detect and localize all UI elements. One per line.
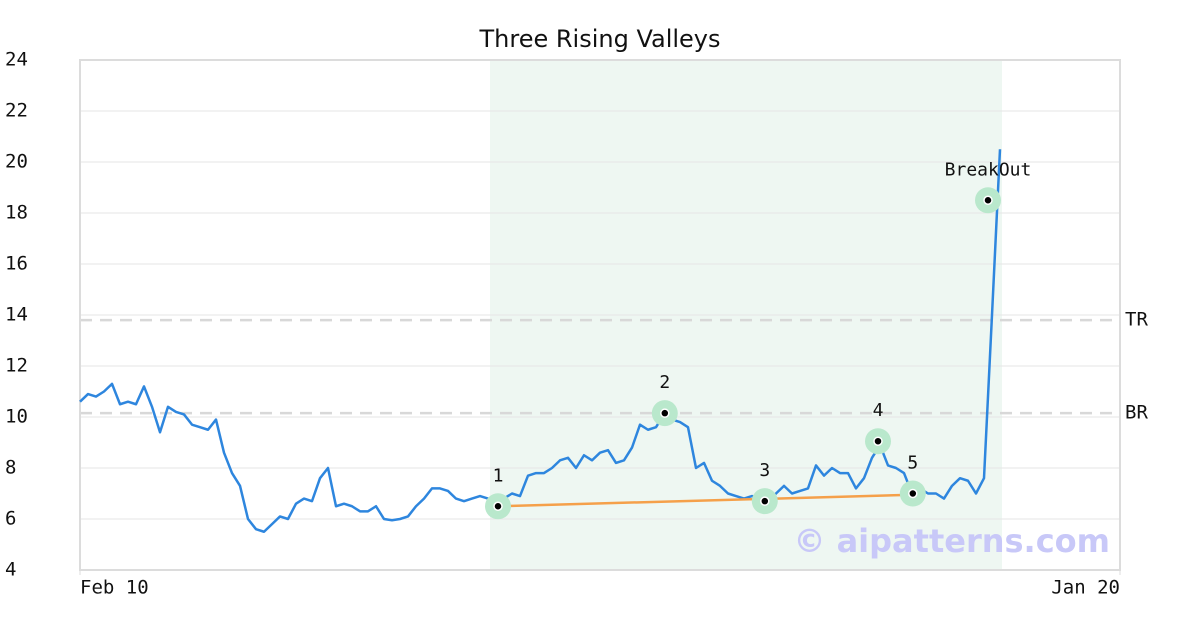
trendline — [497, 493, 913, 508]
point — [873, 436, 883, 446]
y-tick-label: 16 — [5, 253, 28, 275]
y-tick-label: 18 — [5, 202, 28, 224]
point-label: 1 — [493, 465, 504, 486]
y-tick-label: 8 — [5, 457, 16, 479]
point — [493, 501, 503, 511]
point — [908, 488, 918, 499]
level-label: BR — [1125, 402, 1148, 424]
y-tick-label: 14 — [5, 304, 28, 326]
point — [983, 195, 993, 205]
point-label: BreakOut — [945, 159, 1032, 180]
point-label: 2 — [659, 372, 670, 393]
chart-title: Three Rising Valleys — [478, 25, 720, 53]
y-tick-label: 22 — [5, 100, 28, 122]
x-tick-label: Jan 20 — [1051, 577, 1120, 599]
point-label: 3 — [759, 460, 770, 481]
y-tick-label: 12 — [5, 355, 28, 377]
point-label: 4 — [873, 400, 884, 421]
price-line — [79, 149, 1002, 533]
x-tick-label: Feb 10 — [80, 577, 149, 599]
y-tick-label: 24 — [5, 49, 28, 71]
y-tick-label: 6 — [5, 508, 16, 530]
watermark: © aipatterns.com — [793, 522, 1110, 560]
plot-frame — [79, 59, 1121, 571]
y-tick-label: 4 — [5, 559, 16, 581]
level-label: TR — [1125, 309, 1148, 331]
point — [660, 408, 670, 418]
y-tick-label: 20 — [5, 151, 28, 173]
point-label: 5 — [907, 453, 918, 474]
point — [760, 496, 770, 506]
y-tick-label: 10 — [5, 406, 28, 428]
